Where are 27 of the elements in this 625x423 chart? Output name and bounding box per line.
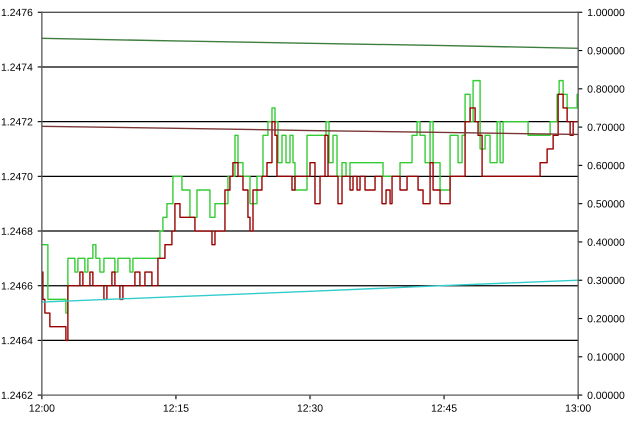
y-tick-label: 1.2474 <box>2 63 33 71</box>
y-tick-label: 1.2464 <box>2 336 33 344</box>
y-tick-label: 1.2462 <box>2 392 32 399</box>
y-tick-label: 1.2476 <box>2 8 32 16</box>
y2-tick-label: 0.50000 <box>588 200 624 208</box>
y-tick-label: 1.2466 <box>2 282 32 290</box>
y-tick-label: 1.2470 <box>2 172 32 180</box>
x-tick-label: 12:45 <box>432 404 457 412</box>
x-tick-label: 12:30 <box>298 404 323 412</box>
y2-tick-label: 0.00000 <box>588 392 624 399</box>
y2-tick-label: 0.10000 <box>588 353 624 361</box>
y-tick-label: 1.2472 <box>2 118 32 126</box>
line-series <box>42 38 578 49</box>
y-tick-label: 1.2468 <box>2 228 32 235</box>
y2-tick-label: 0.60000 <box>588 162 624 170</box>
line-series <box>42 126 578 136</box>
y2-tick-label: 0.70000 <box>588 124 624 131</box>
x-tick-label: 12:00 <box>30 404 54 412</box>
line-series <box>42 280 578 303</box>
y2-tick-label: 0.80000 <box>588 85 624 93</box>
y2-tick-label: 1.00000 <box>588 8 624 16</box>
y2-tick-label: 0.90000 <box>588 47 624 54</box>
y2-tick-label: 0.20000 <box>588 315 624 322</box>
x-tick-label: 13:00 <box>566 404 591 412</box>
y2-tick-label: 0.40000 <box>588 238 624 246</box>
x-tick-label: 12:15 <box>164 404 189 412</box>
y2-tick-label: 0.30000 <box>588 276 624 284</box>
